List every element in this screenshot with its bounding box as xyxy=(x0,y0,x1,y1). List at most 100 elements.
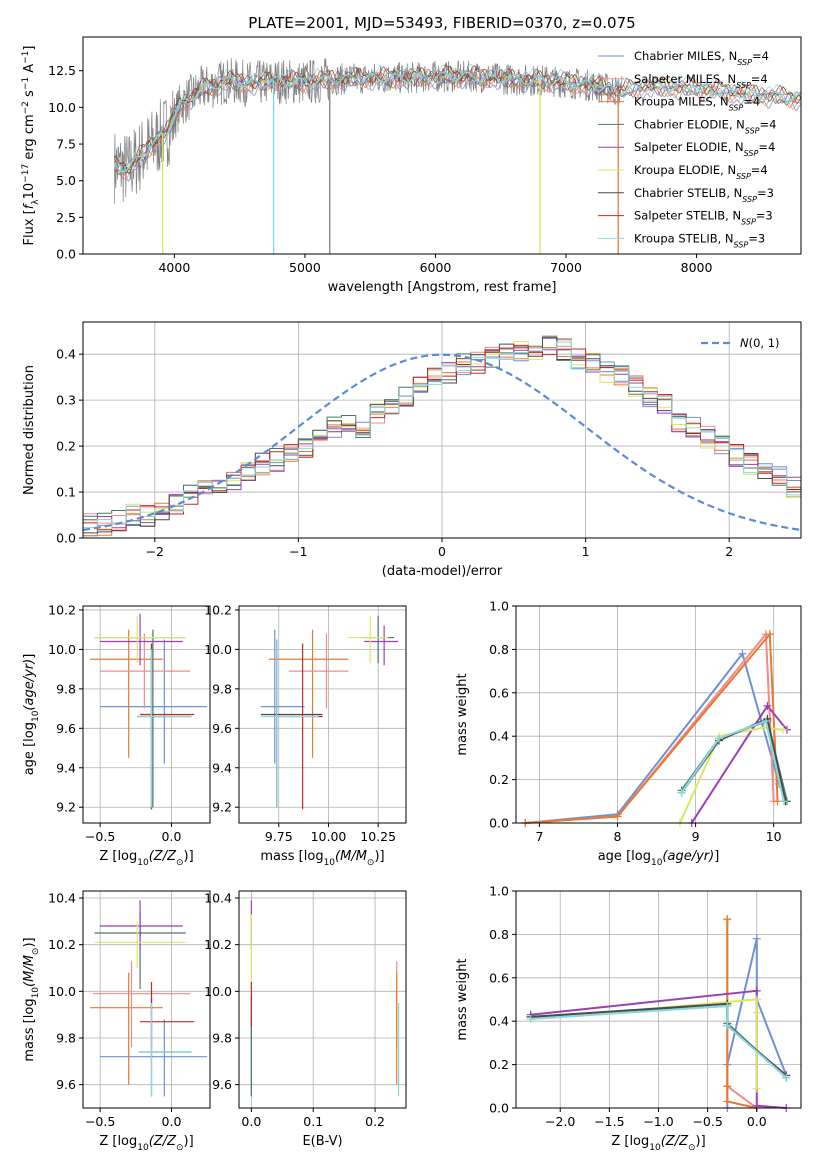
legend-label-part: Salpeter STELIB, N xyxy=(634,209,741,223)
y-tick-label: 10.0 xyxy=(48,984,76,999)
hist-legend: N(0, 1) xyxy=(701,336,780,350)
y-axis-label: mass weight xyxy=(455,958,470,1040)
legend-label-part: N xyxy=(740,336,749,350)
label-part: (data-model)/error xyxy=(382,564,503,579)
y-axis-label: Flux [fλ10−17 erg cm−2 s−1 A−1] xyxy=(21,46,41,246)
x-axis-label: (data-model)/error xyxy=(382,564,503,579)
y-tick-label: 9.2 xyxy=(212,800,232,815)
age_vs_mass-frame: 9.75 10.00 10.25 9.2 9.4 9.6 9.8 10.0 10.2 xyxy=(204,602,407,844)
y-tick-label: 0.0 xyxy=(489,1101,509,1116)
x-tick-label: 4000 xyxy=(158,260,190,275)
y-tick-label: 9.2 xyxy=(56,800,76,815)
legend-label-part: =4 xyxy=(752,49,769,63)
x-tick-label: −1.5 xyxy=(594,1114,624,1129)
legend-label-sub: SSP xyxy=(729,103,744,112)
weight_vs_z-frame: −2.0 −1.5 −1.0 −0.5 0.0 0.0 0.2 0.4 0.6 0.8 1.0 xyxy=(489,884,802,1129)
legend-label-part: =4 xyxy=(758,140,775,154)
label-part: (Z/Z xyxy=(149,1134,177,1149)
mass_vs_z-frame: −0.5 0.0 9.6 9.8 10.0 10.2 10.4 xyxy=(48,890,211,1129)
legend-label-part: Kroupa MILES, N xyxy=(634,95,729,109)
y-tick-label: 1.0 xyxy=(489,599,509,614)
legend-label-sub: SSP xyxy=(742,194,757,203)
mass_vs_ebv-axes xyxy=(239,891,406,1108)
y-tick-label: 10.2 xyxy=(204,937,232,952)
x-tick-label: −2.0 xyxy=(545,1114,575,1129)
figure-title: PLATE=2001, MJD=53493, FIBERID=0370, z=0… xyxy=(248,14,635,32)
legend-label-part: =3 xyxy=(757,186,774,200)
y-tick-label: 0.4 xyxy=(489,729,509,744)
label-part: )] xyxy=(184,1134,194,1149)
x-tick-label: −2 xyxy=(146,544,164,559)
label-part: s xyxy=(22,90,37,101)
label-part: (age/yr) xyxy=(662,849,714,864)
y-tick-label: 0.6 xyxy=(489,970,509,985)
axes-frame xyxy=(238,890,407,1109)
legend-label-part: =4 xyxy=(760,117,777,131)
y-tick-label: 0.0 xyxy=(489,816,509,831)
x-axis-label: Z [log10(Z/Z⊙)] xyxy=(99,1134,193,1153)
label-part: −17 xyxy=(21,164,31,183)
label-part: log xyxy=(22,998,37,1018)
x-axis-label: wavelength [Angstrom, rest frame] xyxy=(328,280,557,295)
x-tick-label: 9.75 xyxy=(265,829,293,844)
mass_vs_z-points xyxy=(90,900,208,1097)
label-part: (age/yr) xyxy=(22,659,37,711)
label-part: ] xyxy=(714,849,719,864)
mass_vs_z-axes xyxy=(83,891,210,1108)
label-part: λ xyxy=(31,199,41,205)
legend-label-sub: SSP xyxy=(736,80,751,89)
x-tick-label: 8 xyxy=(614,829,622,844)
y-tick-label: 1.0 xyxy=(489,884,509,899)
x-tick-label: 0.1 xyxy=(303,1114,323,1129)
label-part: log xyxy=(22,722,37,742)
legend-label: N(0, 1) xyxy=(740,336,780,350)
y-tick-label: 10.2 xyxy=(204,602,232,617)
y-tick-label: 9.6 xyxy=(56,1077,76,1092)
axes-frame xyxy=(82,605,211,824)
label-part: 10 xyxy=(31,987,41,999)
label-part: log xyxy=(631,849,651,864)
best-model-line xyxy=(113,71,801,173)
x-tick-label: 8000 xyxy=(681,260,713,275)
model-spectrum-line xyxy=(113,64,801,174)
histogram-step-line xyxy=(83,336,801,538)
label-part: 10 xyxy=(22,183,37,200)
y-tick-label: 0.8 xyxy=(489,927,509,942)
observed-spectrum-line xyxy=(113,58,623,205)
histogram-step-line xyxy=(83,335,801,538)
x-tick-label: 10.25 xyxy=(360,829,396,844)
y-tick-label: 0.3 xyxy=(56,393,76,408)
y-tick-label: 10.0 xyxy=(48,642,76,657)
label-part: (M/M xyxy=(335,849,367,864)
x-tick-label: 7 xyxy=(535,829,543,844)
legend-label: Salpeter MILES, NSSP=4 xyxy=(634,72,768,90)
legend-label-part: =4 xyxy=(751,163,768,177)
y-tick-label: 9.4 xyxy=(212,760,232,775)
label-part: 10 xyxy=(651,858,663,868)
x-tick-label: −1 xyxy=(289,544,307,559)
x-tick-label: 0.0 xyxy=(162,1114,182,1129)
y-tick-label: 0.8 xyxy=(489,642,509,657)
legend-label: Kroupa ELODIE, NSSP=4 xyxy=(634,163,768,181)
axes-frame xyxy=(82,36,802,255)
label-part: log xyxy=(117,1134,137,1149)
y-tick-label: 10.2 xyxy=(48,602,76,617)
label-part: log xyxy=(629,1134,649,1149)
legend-label-sub: SSP xyxy=(737,58,752,67)
y-tick-label: 0.0 xyxy=(56,531,76,546)
x-tick-label: 5000 xyxy=(289,260,321,275)
y-tick-label: 9.4 xyxy=(56,760,76,775)
y-tick-label: 0.4 xyxy=(56,347,76,362)
y-tick-label: 9.8 xyxy=(56,681,76,696)
label-part: Z [ xyxy=(611,1134,629,1149)
legend-label: Kroupa STELIB, NSSP=3 xyxy=(634,231,765,249)
x-tick-label: 7000 xyxy=(550,260,582,275)
histogram-step-line xyxy=(83,338,801,538)
mass_vs_ebv-points xyxy=(250,900,400,1097)
label-part: )] xyxy=(22,937,37,947)
weight-series-line xyxy=(525,631,779,824)
residual_hist-axes xyxy=(83,322,801,539)
legend-label: Salpeter ELODIE, NSSP=4 xyxy=(634,140,775,158)
label-part: Z [ xyxy=(99,1134,117,1149)
